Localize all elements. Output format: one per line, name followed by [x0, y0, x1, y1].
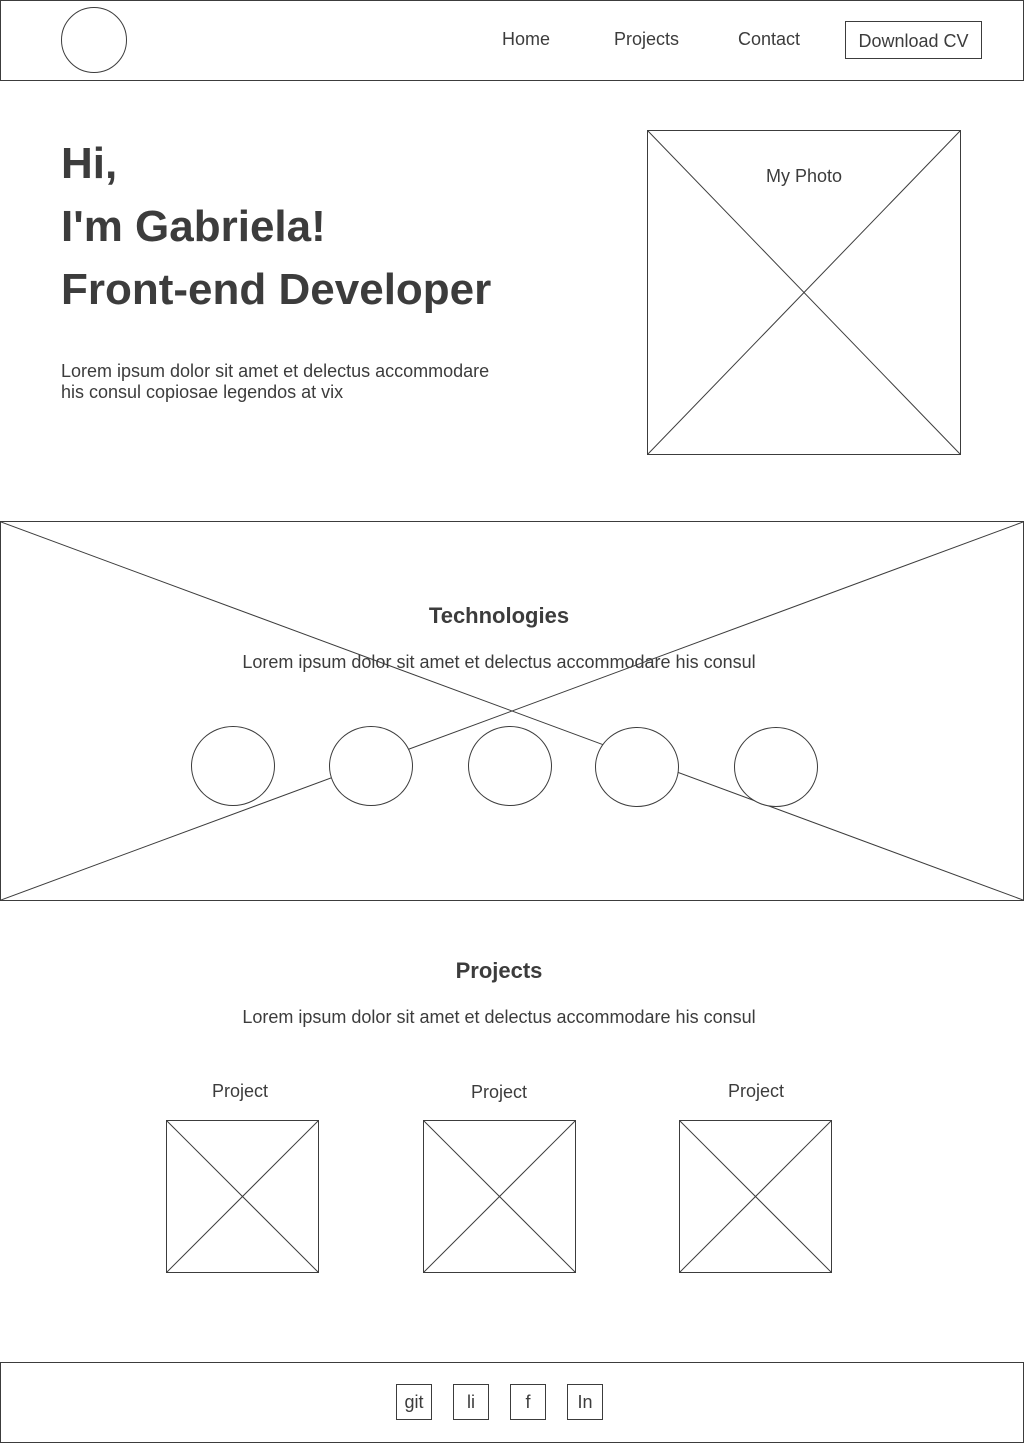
image-placeholder-icon [680, 1121, 831, 1272]
technology-icon [468, 726, 552, 806]
projects-description: Lorem ipsum dolor sit amet et delectus a… [242, 1007, 756, 1027]
instagram-link[interactable]: In [567, 1384, 603, 1420]
image-placeholder-icon [167, 1121, 318, 1272]
logo-placeholder[interactable] [61, 7, 127, 73]
technology-icon [191, 726, 275, 806]
github-link[interactable]: git [396, 1384, 432, 1420]
technology-icon [734, 727, 818, 807]
technologies-title: Technologies [428, 603, 570, 628]
project-title: Project [470, 1082, 528, 1102]
hero-role: Front-end Developer [61, 265, 492, 314]
image-placeholder-icon [648, 131, 960, 454]
technologies-section [0, 521, 1024, 901]
project-thumbnail[interactable] [679, 1120, 832, 1273]
project-title: Project [211, 1081, 269, 1101]
linkedin-link[interactable]: li [453, 1384, 489, 1420]
image-placeholder-icon [1, 522, 1023, 900]
hero-description: Lorem ipsum dolor sit amet et delectus a… [61, 361, 490, 402]
project-title: Project [727, 1081, 785, 1101]
nav-link-contact[interactable]: Contact [738, 29, 801, 49]
hero-greeting: Hi, [61, 139, 118, 188]
download-cv-button[interactable]: Download CV [845, 21, 982, 59]
technology-icon [595, 727, 679, 807]
facebook-link[interactable]: f [510, 1384, 546, 1420]
project-thumbnail[interactable] [423, 1120, 576, 1273]
hero-name: I'm Gabriela! [61, 202, 326, 251]
image-placeholder-icon [424, 1121, 575, 1272]
nav-link-projects[interactable]: Projects [614, 29, 680, 49]
project-thumbnail[interactable] [166, 1120, 319, 1273]
projects-title: Projects [455, 958, 543, 983]
technologies-description: Lorem ipsum dolor sit amet et delectus a… [242, 652, 756, 672]
profile-photo-placeholder: My Photo [647, 130, 961, 455]
technology-icon [329, 726, 413, 806]
nav-link-home[interactable]: Home [502, 29, 551, 49]
photo-label: My Photo [765, 166, 843, 186]
